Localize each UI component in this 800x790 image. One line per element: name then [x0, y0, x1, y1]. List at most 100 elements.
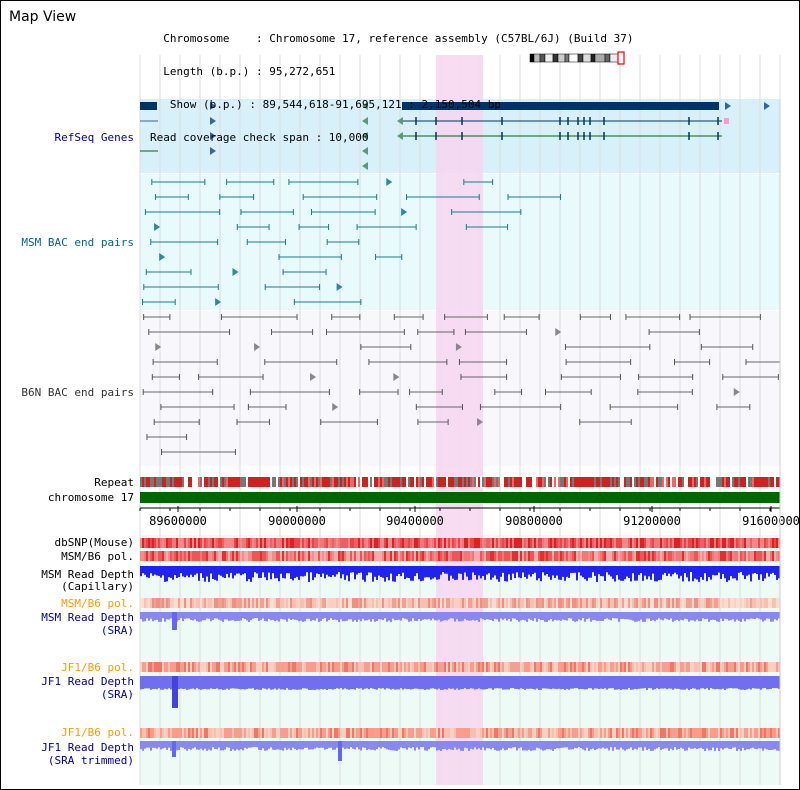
- jf1-read-depth-trimmed-bar: [142, 741, 144, 751]
- dbsnp-heat: [164, 538, 166, 548]
- msm-b6-pol-heat: [316, 551, 318, 561]
- track-label-msm-bac-end-pairs[interactable]: MSM BAC end pairs: [21, 236, 134, 249]
- jf1-read-depth-trimmed-bar: [234, 741, 236, 751]
- track-label-dbsnp[interactable]: dbSNP(Mouse): [54, 536, 134, 549]
- dbsnp-heat: [548, 538, 550, 548]
- msm-read-depth-capillary-bar: [282, 566, 284, 579]
- msm-read-depth-capillary-bar: [358, 566, 360, 573]
- jf1-b6-pol-heat: [316, 662, 318, 672]
- msm-read-depth-capillary-bar: [550, 566, 552, 580]
- msm-b6-pol-sra-heat: [680, 598, 682, 608]
- msm-read-depth-sra-bar: [552, 612, 554, 622]
- jf1-read-depth-sra-bar: [458, 676, 460, 690]
- jf1-read-depth-sra-bar: [552, 676, 554, 689]
- jf1-read-depth-sra-bar: [166, 676, 168, 690]
- msm-read-depth-capillary-bar: [304, 566, 306, 576]
- track-label-refseq-genes[interactable]: RefSeq Genes: [54, 131, 134, 144]
- repeat-segment: [560, 477, 562, 487]
- jf1-b6-pol-2-heat: [566, 728, 568, 738]
- track-label-jf1-read-depth-trimmed[interactable]: JF1 Read Depth: [41, 741, 134, 754]
- jf1-read-depth-trimmed-bar: [380, 741, 382, 749]
- msm-b6-pol-sra-heat: [590, 598, 592, 608]
- msm-read-depth-capillary-bar: [752, 566, 754, 574]
- jf1-b6-pol-heat: [218, 662, 220, 672]
- msm-read-depth-sra-bar: [532, 612, 534, 621]
- dbsnp-heat: [370, 538, 372, 548]
- msm-read-depth-sra-bar: [180, 612, 182, 619]
- jf1-b6-pol-2-heat: [346, 728, 348, 738]
- jf1-read-depth-trimmed-bar: [540, 741, 542, 750]
- msm-b6-pol-sra-heat: [228, 598, 230, 608]
- track-label-msm-b6-pol[interactable]: MSM/B6 pol.: [61, 550, 134, 563]
- dbsnp-heat: [764, 538, 766, 548]
- dbsnp-heat: [570, 538, 572, 548]
- msm-b6-pol-heat: [486, 551, 488, 561]
- msm-read-depth-capillary-bar: [760, 566, 762, 575]
- dbsnp-heat: [674, 538, 676, 548]
- msm-read-depth-capillary-bar: [554, 566, 556, 578]
- jf1-read-depth-sra-bar: [544, 676, 546, 689]
- track-label-repeat[interactable]: Repeat: [94, 476, 134, 489]
- msm-b6-pol-heat: [422, 551, 424, 561]
- msm-b6-pol-heat: [306, 551, 308, 561]
- jf1-b6-pol-heat: [330, 662, 332, 672]
- msm-b6-pol-heat: [394, 551, 396, 561]
- jf1-read-depth-sra-bar: [260, 676, 262, 690]
- jf1-b6-pol-heat: [346, 662, 348, 672]
- track-label-b6n-bac-end-pairs[interactable]: B6N BAC end pairs: [21, 386, 134, 399]
- jf1-b6-pol-2-heat: [564, 728, 566, 738]
- repeat-segment: [490, 477, 492, 487]
- msm-b6-pol-sra-heat: [592, 598, 594, 608]
- track-label-jf1-read-depth-sra[interactable]: JF1 Read Depth: [41, 675, 134, 688]
- refseq-arrow: [397, 117, 403, 125]
- track-label-msm-b6-pol-sra[interactable]: MSM/B6 pol.: [61, 597, 134, 610]
- msm-read-depth-sra-bar: [582, 612, 584, 619]
- dbsnp-heat: [512, 538, 514, 548]
- msm-read-depth-sra-bar: [198, 612, 200, 622]
- msm-b6-pol-heat: [718, 551, 720, 561]
- jf1-b6-pol-2-heat: [248, 728, 250, 738]
- jf1-b6-pol-heat: [440, 662, 442, 672]
- jf1-b6-pol-2-heat: [524, 728, 526, 738]
- msm-b6-pol-sra-heat: [202, 598, 204, 608]
- jf1-b6-pol-heat: [540, 662, 542, 672]
- msm-b6-pol-sra-heat: [536, 598, 538, 608]
- repeat-segment: [612, 477, 614, 487]
- jf1-b6-pol-2-heat: [168, 728, 170, 738]
- msm-read-depth-capillary-bar: [582, 566, 584, 578]
- jf1-read-depth-trimmed-bar: [546, 741, 548, 750]
- jf1-read-depth-sra-bar: [486, 676, 488, 689]
- jf1-b6-pol-2-heat: [724, 728, 726, 738]
- repeat-segment: [190, 477, 192, 487]
- msm-read-depth-sra-bar: [450, 612, 452, 619]
- jf1-read-depth-trimmed-bar: [702, 741, 704, 749]
- jf1-b6-pol-heat: [154, 662, 156, 672]
- track-label-msm-read-depth-capillary[interactable]: MSM Read Depth: [41, 568, 134, 581]
- msm-b6-pol-sra-heat: [500, 598, 502, 608]
- msm-b6-pol-heat: [562, 551, 564, 561]
- msm-read-depth-sra-bar: [320, 612, 322, 621]
- msm-b6-pol-sra-heat: [640, 598, 642, 608]
- msm-b6-pol-sra-heat: [338, 598, 340, 608]
- repeat-segment: [272, 477, 274, 487]
- msm-read-depth-sra-bar: [562, 612, 564, 620]
- jf1-read-depth-trimmed-bar: [626, 741, 628, 750]
- jf1-b6-pol-2-heat: [672, 728, 674, 738]
- jf1-b6-pol-heat: [714, 662, 716, 672]
- track-label-chromosome[interactable]: chromosome 17: [47, 491, 134, 504]
- repeat-segment: [598, 477, 600, 487]
- jf1-read-depth-trimmed-bar: [712, 741, 714, 748]
- track-label-jf1-b6-pol[interactable]: JF1/B6 pol.: [61, 661, 134, 674]
- jf1-b6-pol-heat: [286, 662, 288, 672]
- dbsnp-heat: [474, 538, 476, 548]
- msm-read-depth-sra-bar: [534, 612, 536, 619]
- msm-read-depth-sra-bar: [706, 612, 708, 619]
- jf1-b6-pol-heat: [574, 662, 576, 672]
- jf1-b6-pol-heat: [202, 662, 204, 672]
- track-label-jf1-b6-pol-2[interactable]: JF1/B6 pol.: [61, 726, 134, 739]
- msm-read-depth-sra-bar: [266, 612, 268, 622]
- jf1-b6-pol-2-heat: [778, 728, 780, 738]
- jf1-read-depth-sra-bar: [438, 676, 440, 689]
- track-label-msm-read-depth-sra[interactable]: MSM Read Depth: [41, 611, 134, 624]
